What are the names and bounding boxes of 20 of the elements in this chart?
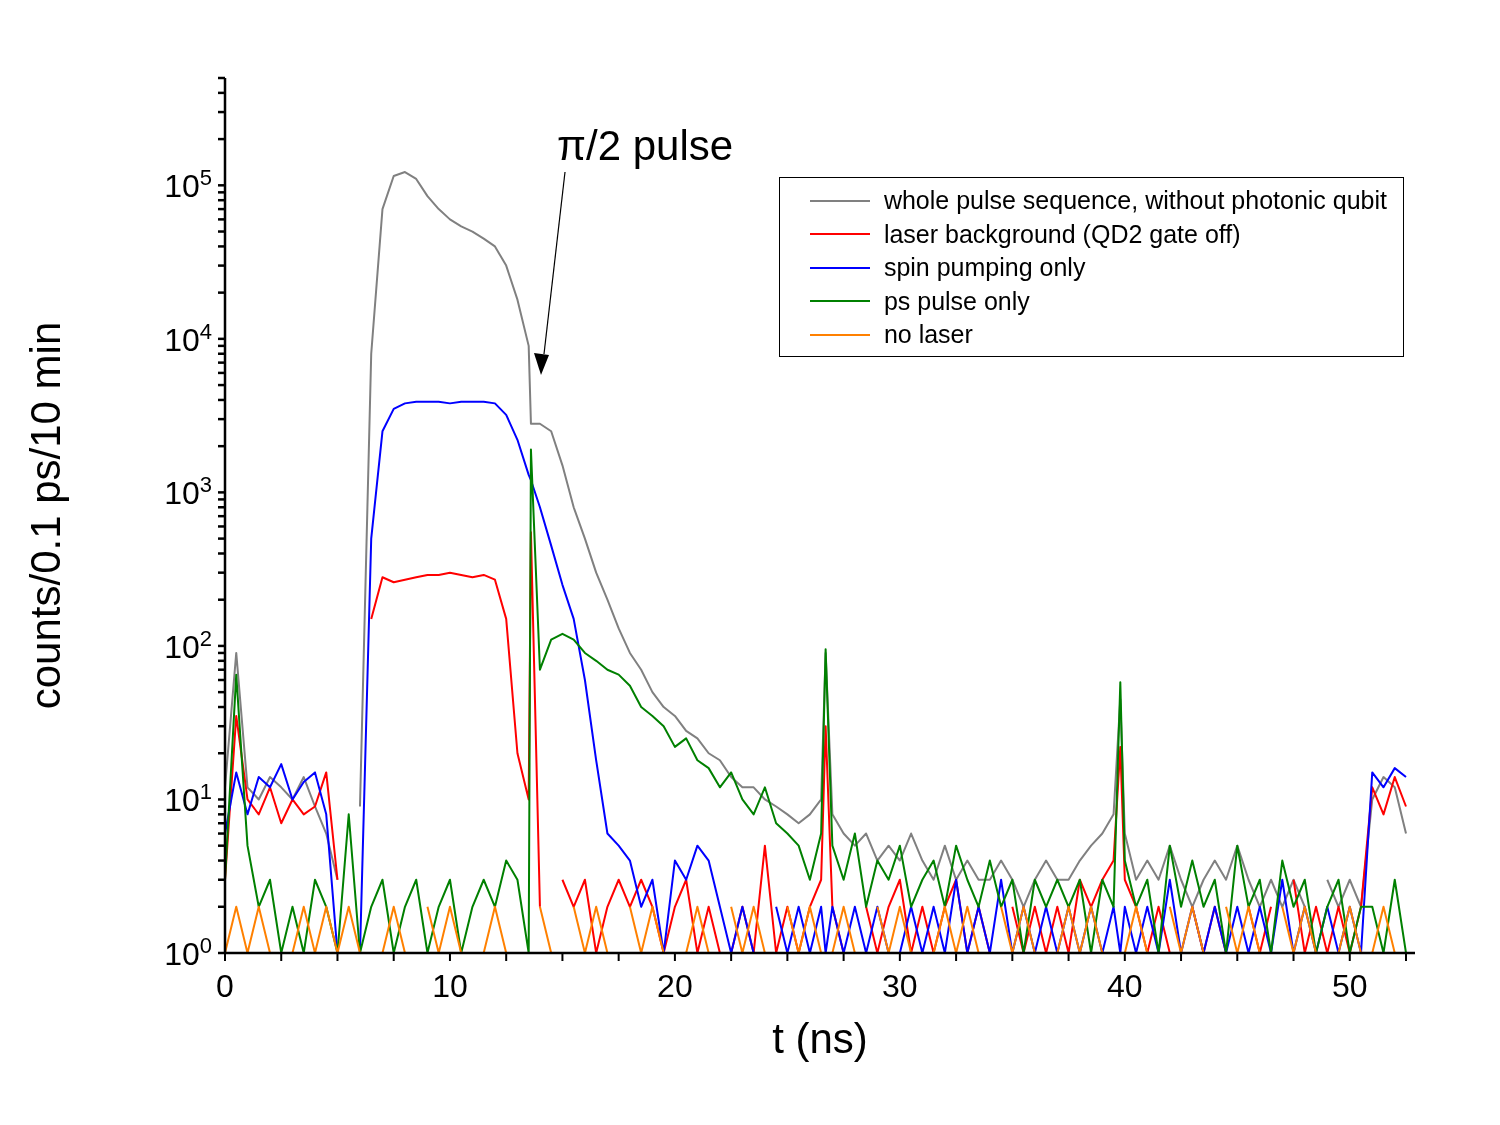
x-tick-label: 40 <box>1107 968 1143 1004</box>
legend-label: no laser <box>883 319 973 350</box>
y-axis-title: counts/0.1 ps/10 min <box>21 321 69 710</box>
y-tick-label: 10$^{2}$ <box>164 625 212 665</box>
y-tick-label: 10$^{4}$ <box>164 318 212 358</box>
y-tick-label: 10$^{5}$ <box>164 164 212 205</box>
y-tick-label: 10$^{1}$ <box>164 778 212 819</box>
legend-label: whole pulse sequence, without photonic qubit <box>883 185 1387 216</box>
x-tick-label: 30 <box>882 968 918 1004</box>
x-axis-title: t (ns) <box>772 1015 868 1062</box>
legend-label: spin pumping only <box>883 252 1086 283</box>
y-tick-label: 10$^{3}$ <box>164 471 212 512</box>
x-tick-label: 50 <box>1331 968 1368 1004</box>
legend-label: ps pulse only <box>883 285 1030 317</box>
x-tick-label: 20 <box>657 968 693 1004</box>
annotation: π/2 pulse <box>557 122 734 169</box>
x-tick-label: 10 <box>432 968 468 1004</box>
x-tick-label: 0 <box>216 968 234 1004</box>
y-tick-label: 10$^{0}$ <box>164 932 212 972</box>
legend-label: laser background (QD2 gate off) <box>883 218 1241 250</box>
